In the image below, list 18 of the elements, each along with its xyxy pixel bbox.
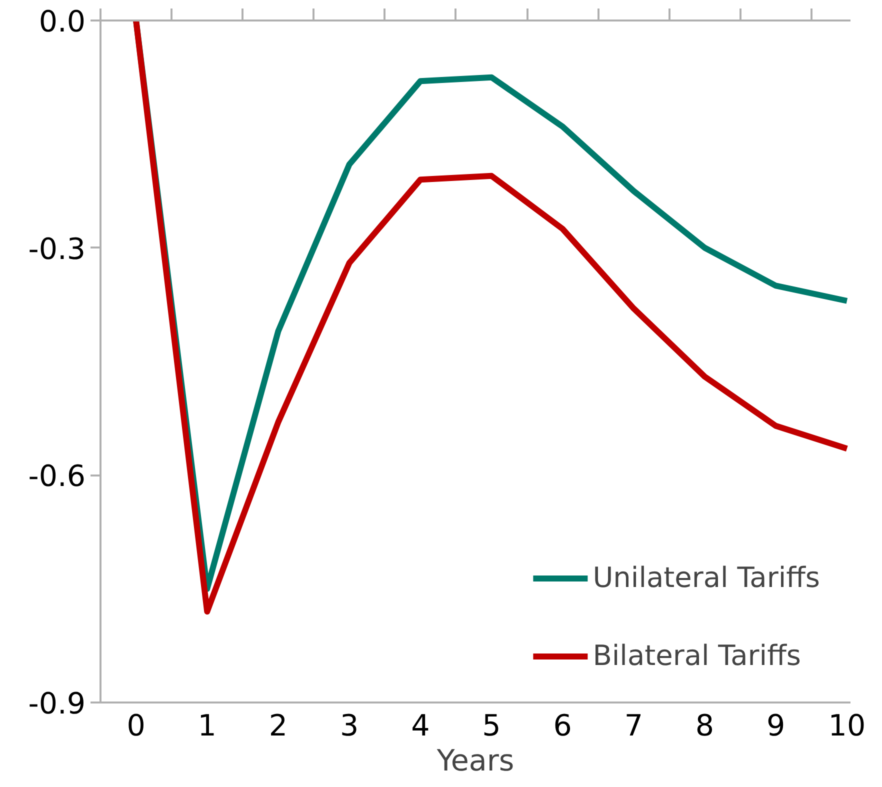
legend-label: Unilateral Tariffs bbox=[592, 561, 820, 594]
x-tick-label: 4 bbox=[411, 708, 430, 742]
x-tick-label: 2 bbox=[268, 708, 288, 742]
x-tick-label: 10 bbox=[828, 708, 866, 742]
x-tick-label: 5 bbox=[482, 708, 501, 742]
x-tick-label: 3 bbox=[340, 708, 359, 742]
y-tick-label: -0.6 bbox=[28, 459, 86, 494]
x-tick-label: 9 bbox=[766, 708, 786, 742]
y-tick-label: -0.3 bbox=[28, 232, 86, 266]
y-tick-label: 0.0 bbox=[38, 4, 86, 38]
x-tick-label: 1 bbox=[198, 708, 216, 742]
y-tick-label: -0.9 bbox=[28, 686, 86, 720]
x-axis-title: Years bbox=[436, 744, 514, 778]
x-tick-label: 0 bbox=[126, 708, 146, 742]
x-tick-label: 7 bbox=[624, 708, 644, 742]
x-tick-label: 6 bbox=[553, 708, 572, 742]
legend-label: Bilateral Tariffs bbox=[592, 639, 801, 672]
x-tick-label: 8 bbox=[695, 708, 714, 742]
